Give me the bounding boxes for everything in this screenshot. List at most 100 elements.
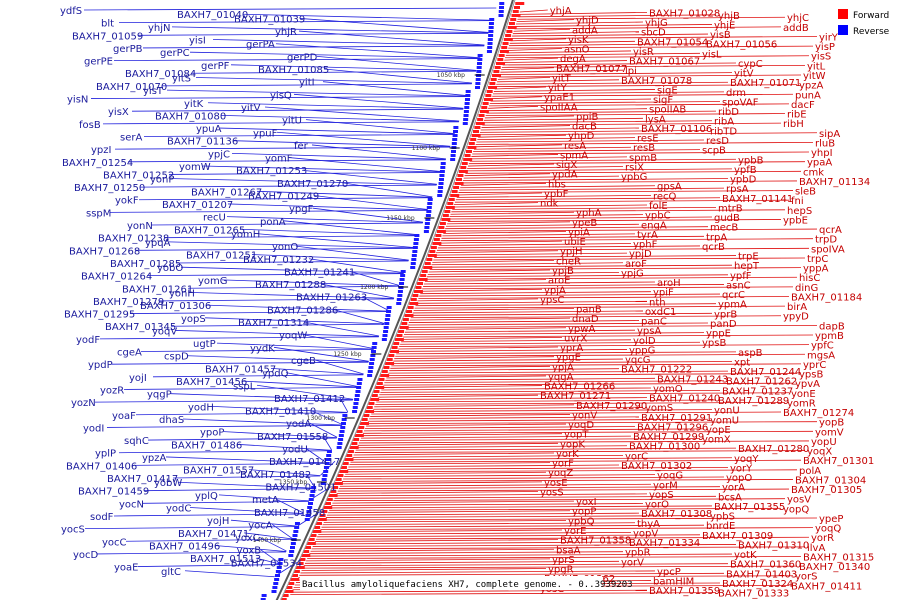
forward-connector-line (461, 182, 547, 186)
forward-connector-line (361, 433, 563, 437)
forward-feature-label: dacF (791, 100, 815, 111)
forward-feature-label: yopV (633, 528, 658, 539)
reverse-connector-line (323, 68, 473, 84)
forward-connector-line (335, 493, 648, 497)
forward-feature-label: yopE (706, 425, 731, 436)
forward-feature-block (501, 46, 508, 49)
forward-feature-label: BAXH7_01141 (722, 194, 793, 205)
forward-feature-label: spoVAF (722, 97, 759, 108)
forward-connector-line (326, 512, 640, 516)
forward-feature-label: aspB (738, 348, 763, 359)
reverse-connector-line (212, 39, 485, 46)
forward-feature-label: sigX (556, 160, 577, 171)
reverse-feature-block (309, 494, 315, 497)
forward-feature-block (328, 494, 338, 497)
forward-feature-label: bsaA (556, 545, 581, 556)
forward-feature-block (415, 286, 422, 289)
reverse-feature-label: yodF (76, 335, 100, 346)
forward-feature-block (409, 302, 419, 305)
reverse-feature-block (488, 34, 494, 37)
forward-feature-label: sigF (653, 95, 673, 106)
forward-feature-block (481, 106, 488, 109)
reverse-connector-line (142, 45, 485, 49)
forward-connector-line (311, 546, 806, 550)
forward-feature-block (306, 542, 316, 545)
forward-feature-block (474, 126, 481, 129)
forward-connector-line (497, 77, 551, 80)
forward-feature-block (333, 482, 343, 485)
forward-feature-block (494, 66, 501, 69)
forward-connector-line (338, 486, 721, 490)
forward-feature-block (498, 54, 505, 57)
reverse-connector-line (299, 18, 489, 33)
scale-tick-label: 1050 kbp (437, 72, 465, 79)
forward-connector-line (479, 132, 818, 136)
forward-feature-label: bcsA (718, 492, 742, 503)
forward-connector-line (510, 38, 567, 42)
forward-connector-line (449, 214, 644, 218)
forward-connector-line (357, 442, 559, 446)
forward-feature-label: engA (641, 220, 667, 231)
reverse-connector-line (143, 134, 455, 137)
reverse-connector-line (138, 197, 433, 201)
forward-feature-block (337, 474, 344, 477)
forward-connector-line (440, 238, 814, 242)
forward-feature-label: BAXH7_01028 (649, 8, 720, 19)
reverse-feature-block (412, 246, 418, 249)
reverse-feature-block (413, 238, 419, 241)
reverse-connector-line (276, 131, 451, 147)
forward-feature-block (324, 502, 331, 505)
reverse-feature-label: ypjC (208, 149, 230, 160)
forward-feature-label: ypbE (783, 215, 808, 226)
reverse-feature-block (450, 154, 456, 157)
forward-feature-label: BAXH7_01333 (718, 589, 789, 600)
forward-connector-line (299, 572, 725, 576)
forward-feature-block (407, 306, 414, 309)
forward-feature-block (375, 386, 385, 389)
forward-feature-block (479, 110, 489, 113)
forward-feature-label: scpB (702, 146, 726, 157)
forward-connector-line (303, 563, 729, 567)
reverse-feature-label: yisI (189, 36, 206, 47)
reverse-feature-label: BAXH7_01457 (205, 364, 276, 375)
forward-connector-line (304, 560, 620, 564)
forward-feature-label: cheR (556, 256, 581, 267)
forward-feature-label: yitT (552, 73, 572, 84)
forward-connector-line (442, 233, 636, 237)
forward-connector-line (346, 469, 798, 473)
forward-feature-block (401, 322, 408, 325)
reverse-feature-block (489, 18, 495, 21)
forward-feature-label: BAXH7_01411 (791, 581, 862, 592)
forward-feature-label: rluB (815, 138, 835, 149)
forward-feature-label: BAXH7_01071 (730, 78, 801, 89)
forward-connector-line (500, 69, 624, 73)
forward-feature-block (515, 2, 525, 5)
forward-connector-line (466, 168, 733, 172)
forward-connector-line (467, 166, 624, 169)
forward-connector-line (376, 399, 717, 403)
forward-feature-label: yomR (787, 398, 816, 409)
forward-feature-label: addB (783, 23, 809, 34)
forward-feature-label: thyA (637, 519, 660, 530)
reverse-feature-block (411, 254, 417, 257)
forward-feature-label: recQ (653, 191, 677, 202)
forward-connector-line (380, 389, 721, 393)
reverse-feature-label: BAXH7_01039 (234, 14, 305, 25)
forward-feature-label: hepT (734, 261, 760, 272)
forward-connector-line (418, 296, 790, 299)
forward-connector-line (322, 522, 636, 526)
forward-connector-line (417, 298, 539, 302)
forward-feature-label: spmB (629, 153, 657, 164)
reverse-feature-block (326, 450, 332, 453)
reverse-connector-line (175, 260, 409, 264)
reverse-feature-block (476, 66, 482, 69)
reverse-connector-line (211, 405, 348, 413)
reverse-feature-block (397, 290, 403, 293)
forward-connector-line (492, 93, 794, 97)
forward-feature-label: yopO (726, 473, 752, 484)
reverse-feature-block (499, 6, 505, 9)
reverse-connector-line (137, 564, 281, 567)
reverse-feature-label: ponA (260, 217, 286, 228)
reverse-connector-line (242, 13, 493, 21)
